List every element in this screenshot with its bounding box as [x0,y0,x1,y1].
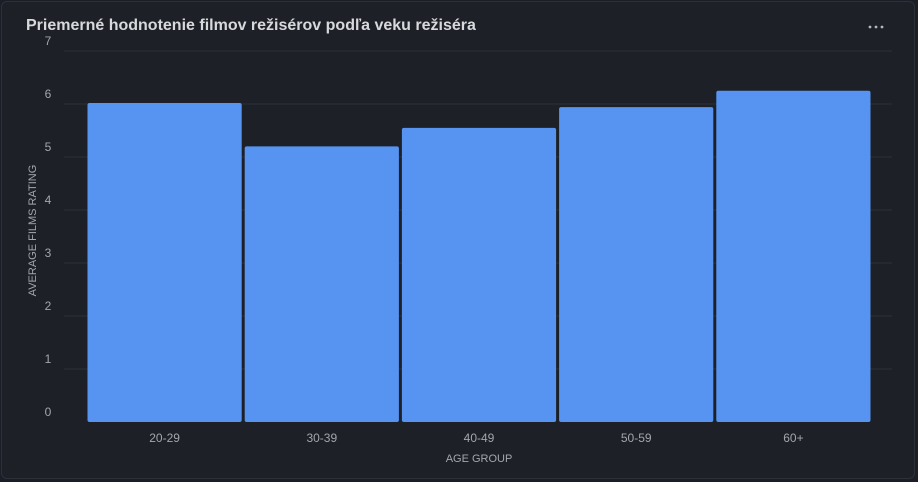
y-tick-label: 3 [45,246,52,260]
bar-40-49[interactable] [401,127,557,422]
x-tick-label: 60+ [783,431,803,445]
x-tick-label: 40-49 [464,431,495,445]
x-tick-label: 20-29 [149,431,180,445]
y-axis-ticks: 0 1 2 3 4 5 6 7 [45,34,52,419]
panel-title: Priemerné hodnotenie filmov režisérov po… [26,17,476,34]
x-axis-title: AGE GROUP [446,453,513,465]
panel-menu-button[interactable] [862,16,890,38]
bar-50-59[interactable] [559,107,714,423]
bar-60+[interactable] [716,90,871,422]
y-tick-label: 6 [45,87,52,101]
y-tick-label: 4 [45,193,52,207]
bar-30-39[interactable] [244,146,399,422]
bar-20-29[interactable] [87,102,242,422]
y-axis-title: AVERAGE FILMS RATING [27,165,39,297]
x-axis-ticks: 20-29 30-39 40-49 50-59 60+ [149,431,803,445]
y-tick-label: 2 [45,299,52,313]
x-tick-label: 30-39 [306,431,337,445]
x-tick-label: 50-59 [621,431,652,445]
more-horizontal-icon [868,25,884,29]
y-tick-label: 0 [45,405,52,419]
y-tick-label: 5 [45,140,52,154]
bars [87,90,871,423]
y-tick-label: 1 [45,352,52,366]
y-tick-label: 7 [45,34,52,48]
